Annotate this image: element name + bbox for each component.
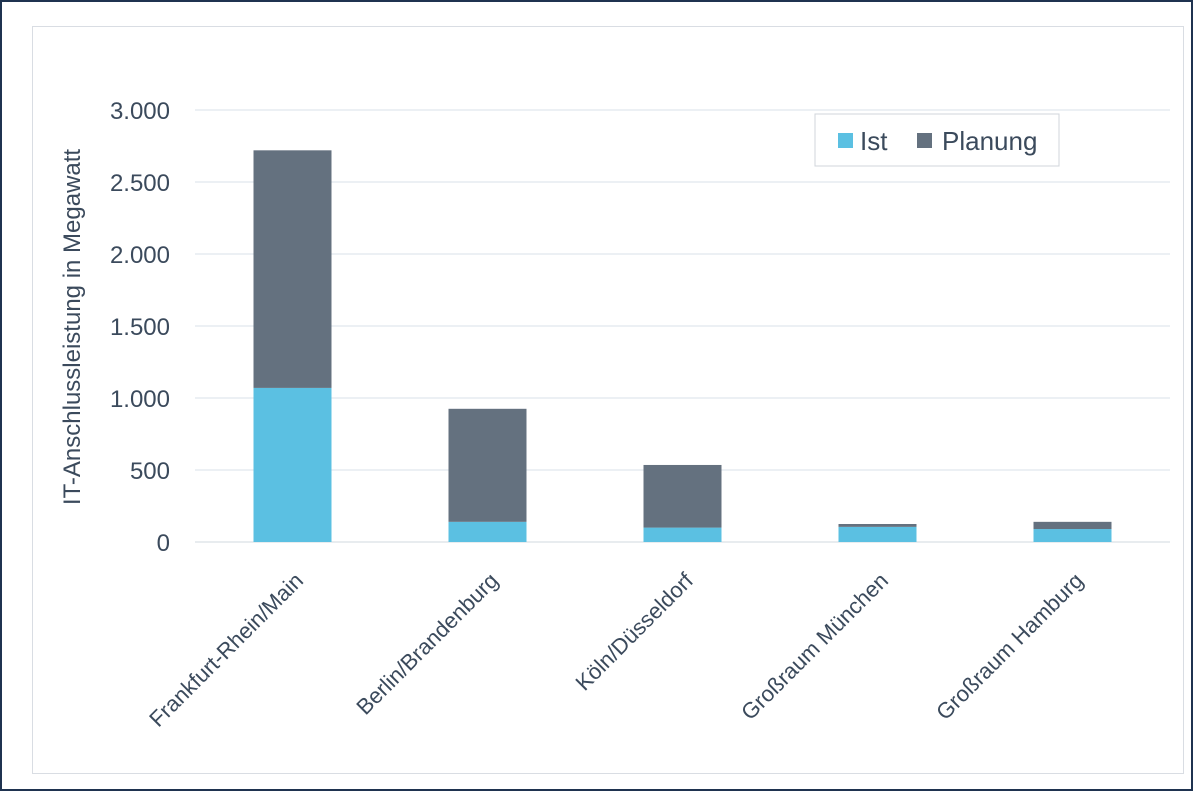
bar-planung-4 [838,524,917,527]
y-tick-label: 1.500 [110,314,170,341]
legend-label-planung: Planung [942,126,1037,156]
legend-swatch-ist [838,133,853,148]
bar-ist-4 [838,526,917,542]
bar-planung-2 [448,408,527,522]
category-label: Großraum München [736,568,893,725]
legend-box [814,113,1060,167]
bar-ist-1 [253,387,332,542]
legend-label-ist: Ist [860,126,888,156]
category-label: Köln/Düsseldorf [571,567,699,695]
y-tick-label: 0 [157,530,170,557]
bar-ist-2 [448,521,527,542]
bar-planung-5 [1033,521,1112,530]
legend-swatch-planung [917,133,932,148]
category-label: Frankfurt-Rhein/Main [144,568,308,732]
category-label: Großraum Hamburg [931,568,1088,725]
y-tick-label: 2.000 [110,242,170,269]
y-tick-label: 1.000 [110,386,170,413]
bar-planung-1 [253,150,332,388]
bar-planung-3 [643,464,722,528]
y-tick-labels: 0 500 1.000 1.500 2.000 2.500 3.000 [110,98,170,557]
legend: Ist Planung [814,113,1060,167]
y-tick-label: 3.000 [110,98,170,125]
bars [253,150,1112,542]
bar-ist-3 [643,527,722,542]
y-tick-label: 2.500 [110,170,170,197]
category-label: Berlin/Brandenburg [351,568,503,720]
y-tick-label: 500 [130,458,170,485]
bar-ist-5 [1033,529,1112,542]
y-axis-title: IT-Anschlussleistung in Megawatt [59,149,86,506]
category-labels: Frankfurt-Rhein/Main Berlin/Brandenburg Kö… [144,567,1088,731]
